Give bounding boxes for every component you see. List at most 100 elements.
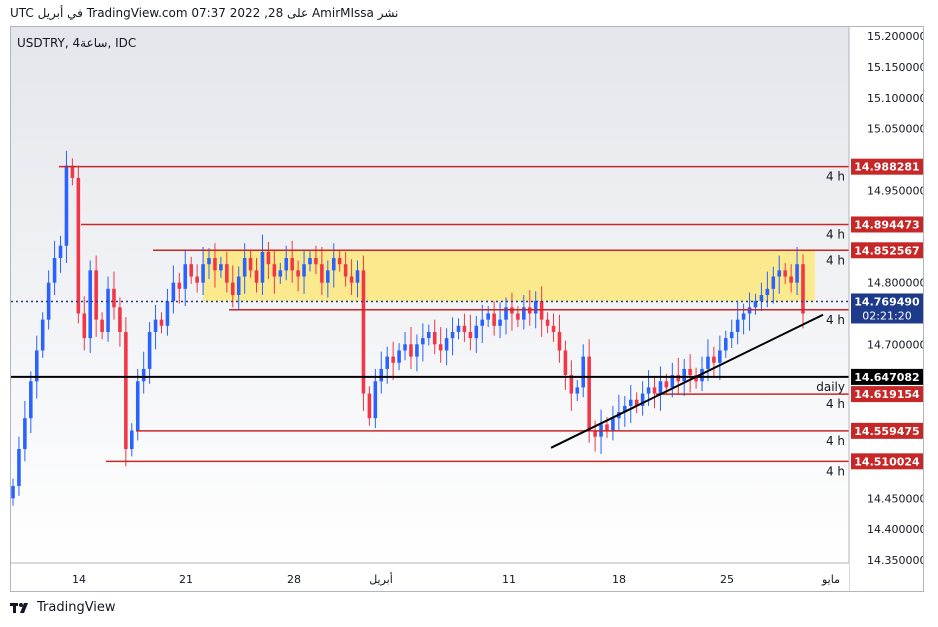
candle-body (379, 368, 384, 382)
candle-body (646, 387, 651, 394)
price-label: 14.559475 (854, 425, 919, 438)
candle-body (373, 381, 378, 419)
y-tick-label: 14.350000 (867, 554, 924, 567)
candle-body (628, 399, 633, 406)
price-label-box (851, 386, 923, 403)
price-label-box (851, 422, 923, 439)
candle-body (724, 338, 728, 351)
candle-body (23, 418, 27, 450)
candle-body (236, 276, 241, 295)
candle-body (415, 344, 419, 357)
candle-body (581, 356, 586, 388)
candle-body (349, 276, 354, 283)
candle-body (82, 313, 87, 339)
candle-body (795, 264, 799, 283)
candle-body (278, 270, 283, 277)
candle-body (34, 350, 39, 382)
candle-body (219, 264, 223, 271)
symbol-label: USDTRY, 4ساعة, IDC (17, 36, 136, 50)
candle-body (207, 258, 211, 265)
candle-body (634, 399, 639, 406)
x-tick-label: 28 (287, 573, 301, 586)
x-tick-label: أبريل (369, 572, 393, 586)
candle-body (504, 307, 508, 320)
candle-body (658, 381, 663, 394)
candle-body (177, 282, 182, 289)
candle-body (58, 245, 63, 259)
candle-body (189, 264, 193, 277)
y-tick-label: 14.450000 (867, 492, 924, 505)
level-label: 4 h (826, 464, 845, 478)
candle-body (640, 393, 645, 406)
y-tick-label: 15.100000 (867, 92, 924, 105)
x-tick-label: 18 (612, 573, 626, 586)
time-axis[interactable] (11, 563, 849, 592)
candle-body (533, 301, 538, 314)
highlight-zone (203, 250, 815, 302)
candle-body (694, 375, 698, 382)
y-tick-label: 15.050000 (867, 123, 924, 136)
candle-body (118, 307, 122, 332)
candle-body (486, 313, 490, 320)
candle-body (759, 295, 764, 302)
candle-body (106, 288, 110, 332)
x-tick-label: 25 (720, 573, 734, 586)
brand-name: TradingView (37, 600, 116, 615)
price-label: 14.510024 (854, 455, 920, 468)
y-tick-label: 15.200000 (867, 30, 924, 43)
candle-body (403, 344, 407, 351)
chart-frame[interactable]: 4 h 4 h 4 h 4 h daily 4 h 4 h 4 h 15.200000 15.1… (10, 26, 924, 592)
candle-body (575, 387, 580, 394)
candle-body (159, 319, 164, 326)
candle-body (284, 258, 289, 271)
candle-body (266, 251, 271, 265)
candle-body (320, 264, 324, 283)
candle-body (64, 165, 69, 246)
candle-body (712, 356, 716, 363)
price-label: 14.852567 (854, 244, 919, 257)
price-label-box (851, 216, 923, 233)
candle-body (141, 368, 146, 382)
candle-body (290, 258, 294, 271)
candle-body (153, 319, 158, 332)
candle-body (70, 165, 75, 178)
tradingview-logo[interactable]: TradingView (10, 600, 116, 615)
candle-body (76, 177, 81, 314)
candle-body (605, 424, 609, 431)
x-tick-label: 21 (179, 573, 193, 586)
price-label-box (851, 242, 923, 259)
price-chart[interactable]: 4 h 4 h 4 h 4 h daily 4 h 4 h 4 h 15.200000 15.1… (11, 27, 924, 592)
candle-body (46, 282, 51, 320)
candle-body (183, 264, 188, 289)
candle-body (623, 405, 627, 413)
candle-body (385, 356, 389, 369)
price-label-box (851, 158, 923, 175)
candle-body (308, 258, 312, 265)
candle-body (676, 375, 681, 382)
candle-body (326, 270, 330, 283)
price-label: 14.988281 (854, 161, 919, 174)
candle-body (171, 282, 176, 302)
candle-body (230, 282, 235, 295)
price-label: 14.647082 (854, 371, 919, 384)
candle-body (551, 325, 556, 332)
trendline (550, 313, 824, 449)
level-label: daily (816, 380, 845, 394)
candle-body (765, 288, 770, 295)
candle-body (753, 301, 758, 308)
candle-body (94, 270, 98, 320)
candle-body (361, 270, 366, 394)
candle-body (112, 288, 116, 308)
candle-body (130, 430, 134, 450)
candle-body (557, 331, 562, 351)
candle-body (355, 270, 360, 283)
candle-body (492, 313, 496, 326)
candle-body (545, 319, 550, 326)
candle-body (700, 368, 704, 382)
level-label: 4 h (826, 434, 845, 448)
price-label-box (851, 453, 923, 470)
publish-info: نشر AmirMIssa على TradingView.com 07:37 … (10, 6, 399, 20)
candle-body (314, 258, 318, 265)
candle-body (664, 381, 669, 388)
candle-body (741, 313, 746, 320)
